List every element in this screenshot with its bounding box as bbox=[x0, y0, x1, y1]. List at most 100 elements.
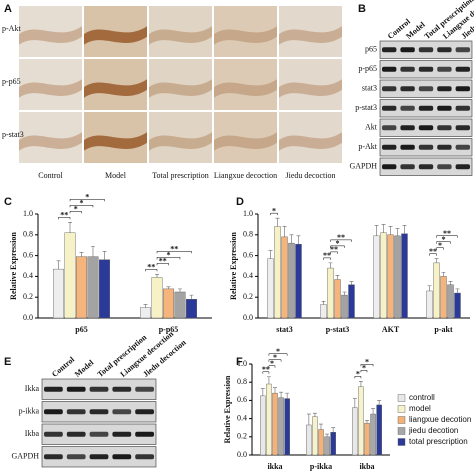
error-bar bbox=[427, 285, 432, 291]
bar bbox=[440, 276, 447, 319]
tissue-stain bbox=[19, 132, 82, 151]
panel-label: F bbox=[236, 356, 243, 368]
bar bbox=[53, 268, 64, 319]
tissue-stain bbox=[19, 79, 82, 98]
error-bar bbox=[68, 222, 73, 233]
legend-swatch bbox=[397, 416, 406, 424]
panel-label: E bbox=[4, 356, 11, 368]
error-bar bbox=[331, 427, 336, 433]
error-bar bbox=[312, 412, 317, 417]
y-tick-label: 0.8 bbox=[23, 230, 33, 239]
error-bar bbox=[143, 304, 148, 308]
sig-label: * bbox=[85, 193, 89, 202]
band bbox=[437, 144, 452, 150]
bar bbox=[99, 259, 110, 319]
y-axis-label: Relative Expression bbox=[229, 232, 238, 300]
bar bbox=[260, 395, 266, 456]
band bbox=[437, 105, 452, 111]
error-bar bbox=[275, 217, 280, 227]
band bbox=[382, 105, 397, 111]
bar bbox=[358, 386, 364, 456]
sig-label: ** bbox=[159, 257, 167, 266]
sig-label: ** bbox=[330, 245, 338, 254]
bar bbox=[341, 294, 348, 319]
band bbox=[418, 86, 434, 92]
tissue-stain bbox=[279, 26, 342, 45]
tissue-stain bbox=[19, 26, 82, 45]
sig-label: ** bbox=[60, 211, 68, 220]
error-bar bbox=[365, 420, 369, 424]
legend-swatch bbox=[397, 405, 406, 413]
band bbox=[382, 144, 397, 150]
bar bbox=[295, 243, 302, 319]
error-bar bbox=[381, 224, 386, 233]
bar bbox=[163, 288, 174, 319]
sig-bracket bbox=[268, 353, 288, 356]
sig-bracket bbox=[58, 217, 71, 220]
bar bbox=[426, 290, 433, 319]
band bbox=[418, 66, 434, 72]
bar bbox=[272, 392, 278, 456]
bar bbox=[376, 404, 382, 456]
bar bbox=[87, 256, 99, 319]
sig-label: ** bbox=[337, 233, 345, 242]
band bbox=[89, 431, 109, 437]
band bbox=[44, 454, 63, 460]
band bbox=[455, 144, 470, 150]
sig-label: * bbox=[365, 358, 369, 367]
panel-label: C bbox=[4, 196, 12, 208]
band-label: Ikka bbox=[25, 384, 40, 393]
error-bar bbox=[296, 235, 301, 245]
lane-label: Model bbox=[73, 358, 96, 379]
y-tick-label: 0.2 bbox=[237, 432, 247, 441]
error-bar bbox=[434, 258, 439, 263]
bar bbox=[186, 299, 197, 319]
col-label: Jiedu decoction bbox=[286, 171, 336, 180]
band bbox=[382, 86, 397, 92]
sig-label: * bbox=[74, 205, 78, 214]
y-tick-label: 0.4 bbox=[243, 271, 253, 280]
band bbox=[400, 164, 415, 170]
bar bbox=[174, 291, 186, 319]
error-bar bbox=[349, 281, 354, 285]
x-tick-label: AKT bbox=[382, 325, 400, 334]
x-tick-label: p-p65 bbox=[159, 325, 179, 334]
bar bbox=[281, 236, 288, 319]
x-tick-label: p-ikka bbox=[310, 462, 332, 471]
error-bar bbox=[402, 225, 407, 234]
sig-label: * bbox=[438, 241, 442, 250]
bar bbox=[401, 233, 408, 319]
error-bar bbox=[395, 228, 400, 236]
sig-label: * bbox=[272, 206, 276, 215]
sig-label: * bbox=[442, 235, 446, 244]
band bbox=[135, 431, 154, 437]
band bbox=[112, 386, 132, 392]
sig-bracket bbox=[268, 359, 282, 362]
bar bbox=[151, 277, 163, 319]
tissue-stain bbox=[84, 132, 147, 151]
band bbox=[89, 454, 109, 460]
band-label: Ikba bbox=[25, 429, 40, 438]
sig-bracket bbox=[330, 251, 338, 254]
band bbox=[112, 431, 132, 437]
sig-bracket bbox=[69, 199, 105, 202]
y-tick-label: 1.0 bbox=[243, 209, 253, 218]
band bbox=[66, 409, 86, 415]
sig-bracket bbox=[323, 257, 331, 260]
col-label: Model bbox=[105, 171, 127, 180]
band bbox=[135, 409, 154, 415]
legend-label: jiedu decotion bbox=[408, 426, 458, 435]
band bbox=[400, 125, 415, 131]
sig-label: * bbox=[273, 353, 277, 362]
error-bar bbox=[352, 398, 357, 408]
error-bar bbox=[371, 408, 376, 415]
col-label: Total prescription bbox=[152, 171, 209, 180]
error-bar bbox=[285, 392, 290, 399]
bar bbox=[454, 292, 461, 319]
band bbox=[89, 386, 109, 392]
tissue-stain bbox=[279, 79, 342, 98]
sig-bracket bbox=[360, 364, 374, 367]
band bbox=[437, 86, 452, 92]
error-bar bbox=[377, 400, 382, 405]
